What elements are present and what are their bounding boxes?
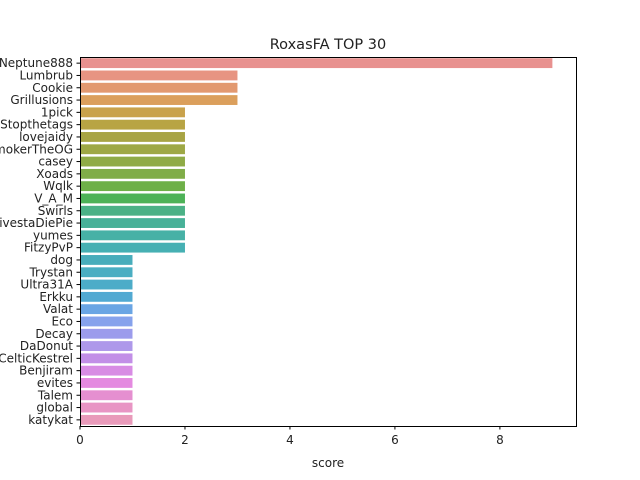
y-tick-label: Talem	[37, 388, 73, 402]
x-tick-label: 4	[286, 433, 294, 447]
x-tick-label: 0	[76, 433, 84, 447]
y-tick-label: Lumbrub	[19, 68, 73, 82]
bar-28	[80, 402, 133, 413]
bar-24	[80, 353, 133, 364]
bar-22	[80, 328, 133, 339]
bar-16	[80, 255, 133, 265]
y-tick-label: DaDonut	[20, 339, 73, 353]
bar-29	[80, 414, 133, 425]
bar-20	[80, 304, 133, 315]
bar-27	[80, 390, 133, 401]
y-tick-label: casey	[38, 155, 73, 169]
y-tick-label: Decay	[35, 327, 73, 341]
y-tick-label: global	[36, 401, 73, 415]
bar-21	[80, 316, 133, 327]
y-tick-label: yumes	[33, 228, 73, 242]
bars-group	[80, 58, 553, 425]
bar-18	[80, 279, 133, 290]
bar-5	[80, 119, 185, 130]
y-tick-label: Cookie	[32, 81, 73, 95]
bar-19	[80, 291, 133, 302]
y-tick-label: evites	[37, 376, 73, 390]
bar-2	[80, 82, 238, 93]
y-tick-label: Ultra31A	[20, 278, 73, 292]
y-tick-label: Eco	[51, 314, 73, 328]
bar-13	[80, 218, 185, 228]
y-tick-label: Erkku	[39, 290, 73, 304]
bar-9	[80, 168, 185, 179]
x-axis-label: score	[312, 456, 344, 470]
bar-12	[80, 205, 185, 216]
y-tick-label: Swirls	[38, 204, 73, 218]
y-tick-label: Trystan	[28, 265, 73, 279]
bar-17	[80, 267, 133, 278]
y-tick-label: Benjiram	[19, 364, 73, 378]
y-tick-label: Stopthetags	[0, 118, 73, 132]
bar-7	[80, 144, 185, 155]
x-ticks: 0 2 4 6 8	[76, 426, 504, 447]
bar-23	[80, 341, 133, 351]
y-tick-label: V_A_M	[34, 191, 73, 205]
y-tick-label: CelticKestrel	[0, 351, 73, 365]
bar-15	[80, 242, 185, 253]
y-tick-label: 1pick	[41, 105, 73, 119]
bar-1	[80, 70, 238, 81]
chart-title: RoxasFA TOP 30	[270, 37, 386, 53]
y-tick-label: VivestaDiePie	[0, 216, 73, 230]
bar-8	[80, 156, 185, 167]
bar-25	[80, 365, 133, 376]
y-tick-label: Valat	[43, 302, 73, 316]
bar-26	[80, 378, 133, 388]
y-tick-label: SmokerTheOG	[0, 142, 73, 156]
x-tick-label: 8	[496, 433, 504, 447]
bar-10	[80, 181, 185, 192]
bar-14	[80, 230, 185, 241]
bar-4	[80, 107, 185, 118]
x-tick-label: 2	[181, 433, 189, 447]
bar-11	[80, 193, 185, 204]
bar-6	[80, 132, 185, 142]
y-tick-label: dog	[50, 253, 73, 267]
y-tick-labels: Neptune888LumbrubCookieGrillusions1pickS…	[0, 56, 80, 427]
y-tick-label: katykat	[28, 413, 73, 427]
plot-frame	[80, 57, 577, 427]
y-tick-label: lovejaidy	[19, 130, 73, 144]
bar-0	[80, 58, 553, 69]
y-tick-label: Grillusions	[10, 93, 73, 107]
bar-3	[80, 95, 238, 105]
y-tick-label: Wqlk	[43, 179, 73, 193]
y-tick-label: FitzyPvP	[24, 241, 73, 255]
y-tick-label: Neptune888	[0, 56, 73, 70]
x-tick-label: 6	[391, 433, 399, 447]
y-tick-label: Xoads	[36, 167, 73, 181]
